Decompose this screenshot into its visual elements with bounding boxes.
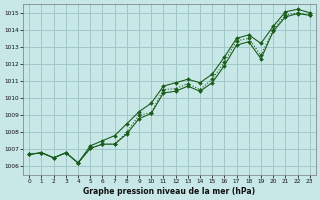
X-axis label: Graphe pression niveau de la mer (hPa): Graphe pression niveau de la mer (hPa) bbox=[84, 187, 256, 196]
